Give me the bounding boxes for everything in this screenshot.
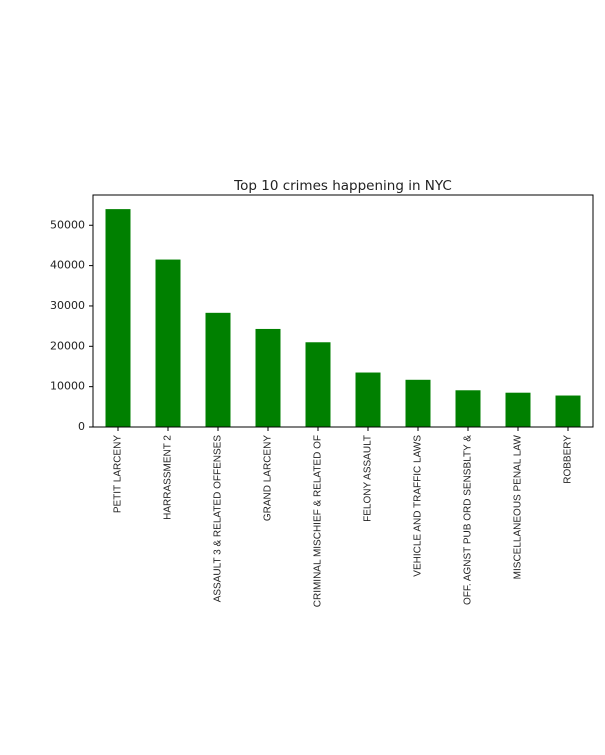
chart-title: Top 10 crimes happening in NYC [233,178,452,194]
y-tick-label: 40000 [50,259,85,272]
x-tick-label: FELONY ASSAULT [363,435,374,522]
bar-10 [555,395,581,427]
x-tick-label: MISCELLANEOUS PENAL LAW [513,434,524,579]
plot-frame [92,194,594,428]
bar-3 [205,312,231,427]
x-tick-label: OFF. AGNST PUB ORD SENSBLTY & [463,435,474,605]
bar-7 [405,379,431,427]
y-tick-label: 20000 [50,339,85,352]
bar-4 [255,328,281,427]
x-tick-label: PETIT LARCENY [113,435,124,513]
bar-1 [105,209,131,427]
bar-5 [305,342,331,427]
bar-9 [505,392,531,427]
bar-8 [455,390,481,427]
x-tick-label: VEHICLE AND TRAFFIC LAWS [413,435,424,577]
x-tick-label: CRIMINAL MISCHIEF & RELATED OF [313,435,324,607]
x-tick-label: HARRASSMENT 2 [163,435,174,520]
x-tick-label: ASSAULT 3 & RELATED OFFENSES [213,435,224,603]
bar-6 [355,372,381,427]
y-tick-label: 0 [78,420,85,433]
y-tick-label: 10000 [50,380,85,393]
bar-2 [155,259,181,427]
y-tick-label: 50000 [50,218,85,231]
x-tick-label: ROBBERY [563,435,574,484]
x-tick-label: GRAND LARCENY [263,435,274,521]
y-tick-label: 30000 [50,299,85,312]
